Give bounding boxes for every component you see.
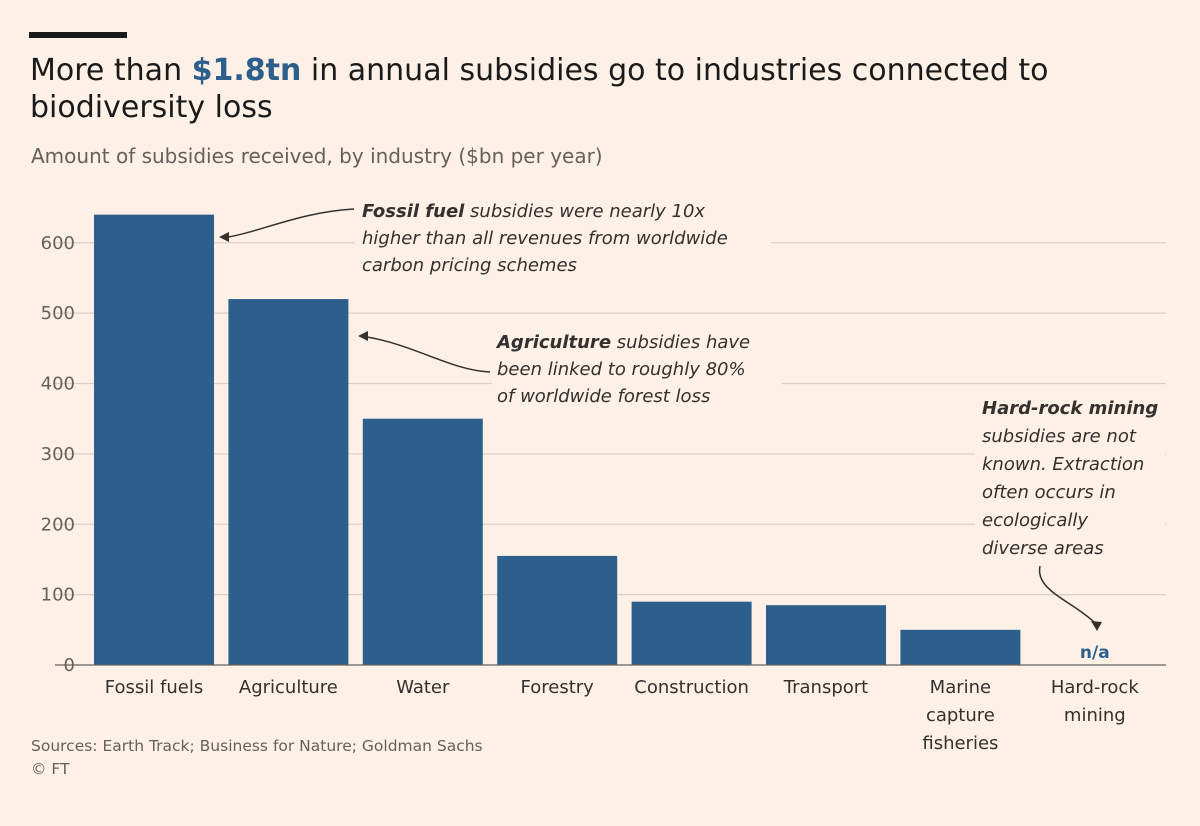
- chart-title: More than $1.8tn in annual subsidies go …: [30, 52, 1130, 126]
- x-tick-label-0: Fossil fuels: [105, 677, 203, 698]
- credit-text: © FT: [31, 760, 70, 778]
- x-tick-label-2: Water: [396, 677, 450, 698]
- bar-2: [362, 418, 483, 665]
- bar-missing-label: n/a: [1080, 643, 1110, 663]
- bar-5: [766, 605, 886, 665]
- annotation-bg-fossil: [355, 195, 771, 285]
- y-tick-400: 400: [41, 374, 75, 395]
- y-tick-200: 200: [41, 514, 75, 535]
- x-tick-label-3: Forestry: [521, 677, 595, 698]
- annotation-bg-agriculture: [492, 325, 782, 415]
- y-tick-100: 100: [41, 585, 75, 606]
- annotation-hard-rock-mining: Hard-rock mining subsidies are not known. …: [982, 398, 1158, 559]
- source-note: Sources: Earth Track; Business for Natur…: [31, 735, 483, 781]
- header-rule: [29, 32, 127, 38]
- arrow-hard-rock-mining-line: [1038, 565, 1095, 623]
- x-tick-label-4: Construction: [634, 677, 749, 698]
- arrow-hard-rock-mining-head: [1091, 621, 1102, 631]
- x-tick-label-5: Transport: [783, 677, 868, 698]
- arrow-fossil-fuel-line: [227, 208, 355, 238]
- x-tick-label-1: Agriculture: [239, 677, 338, 698]
- title-text-end: in annual subsidies go to industries con…: [30, 53, 1049, 125]
- sources-text: Sources: Earth Track; Business for Natur…: [31, 737, 483, 755]
- arrow-agriculture-line: [366, 336, 491, 373]
- x-tick-label-7: Hard-rock mining: [1051, 677, 1139, 726]
- bar-6: [900, 629, 1021, 665]
- annotation-agriculture: Agriculture subsidies have been linked to…: [495, 332, 750, 407]
- bar-0: [94, 214, 214, 665]
- annotation-fossil-fuel: Fossil fuel subsidies were nearly 10x hig…: [362, 201, 728, 276]
- y-tick-300: 300: [41, 444, 75, 465]
- y-tick-600: 600: [41, 233, 75, 254]
- arrow-fossil-fuel-head: [219, 232, 229, 242]
- bar-4: [631, 601, 752, 665]
- title-text-start: More than: [30, 53, 192, 88]
- bar-1: [228, 299, 349, 665]
- chart-subtitle: Amount of subsidies received, by industr…: [31, 144, 603, 168]
- annotation-bg-mining: [975, 392, 1165, 560]
- y-tick-500: 500: [41, 303, 75, 324]
- arrow-agriculture-head: [358, 331, 368, 341]
- bar-3: [497, 555, 618, 665]
- title-highlight: $1.8tn: [191, 53, 302, 88]
- x-tick-label-6: Marine capture fisheries: [922, 677, 998, 754]
